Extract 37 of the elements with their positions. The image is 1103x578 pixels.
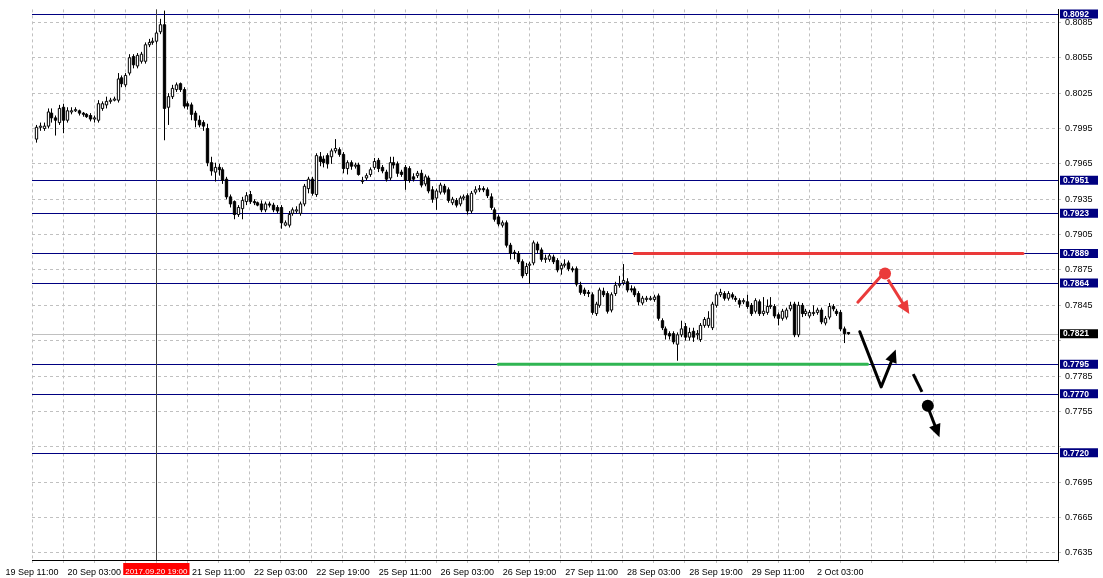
x-tick-label: 29 Sep 11:00 <box>751 566 805 577</box>
x-tick-label: 2 Oct 03:00 <box>817 566 864 577</box>
y-tick-label: 0.8055 <box>1065 52 1093 63</box>
ref-line-label: 0.7864 <box>1063 277 1090 288</box>
y-tick-label: 0.7635 <box>1065 547 1093 558</box>
x-tick-label: 28 Sep 19:00 <box>689 566 743 577</box>
ref-line-label: 0.7821 <box>1063 328 1090 339</box>
x-tick-label: 22 Sep 19:00 <box>316 566 370 577</box>
x-tick-label: 19 Sep 11:00 <box>5 566 59 577</box>
x-tick-label: 2017.09.20 19:00 <box>125 567 189 576</box>
x-tick-label: 26 Sep 19:00 <box>502 566 557 577</box>
ref-line-label: 0.7923 <box>1063 208 1090 219</box>
ref-line-label: 0.7720 <box>1063 447 1090 458</box>
x-tick-label: 27 Sep 11:00 <box>565 566 619 577</box>
ref-line-label: 0.7889 <box>1063 248 1090 259</box>
y-tick-label: 0.7995 <box>1065 122 1093 133</box>
ref-line-label: 0.7795 <box>1063 359 1090 370</box>
x-tick-label: 26 Sep 03:00 <box>440 566 495 577</box>
ref-line-label: 0.7951 <box>1063 175 1090 186</box>
ref-line-label: 0.7770 <box>1063 388 1090 399</box>
y-tick-label: 0.7695 <box>1065 476 1093 487</box>
ref-line-label: 0.8092 <box>1063 8 1090 19</box>
y-tick-label: 0.7905 <box>1065 229 1093 240</box>
x-tick-label: 21 Sep 11:00 <box>192 566 245 577</box>
x-tick-label: 28 Sep 03:00 <box>627 566 681 577</box>
y-tick-label: 0.7665 <box>1065 512 1093 523</box>
x-tick-label: 22 Sep 03:00 <box>253 566 308 577</box>
y-tick-label: 0.8025 <box>1065 87 1093 98</box>
y-tick-label: 0.7785 <box>1065 370 1093 381</box>
x-tick-label: 25 Sep 11:00 <box>378 566 432 577</box>
x-tick-label: 20 Sep 03:00 <box>67 566 121 577</box>
y-tick-label: 0.7755 <box>1065 405 1093 416</box>
y-tick-label: 0.7935 <box>1065 193 1093 204</box>
y-tick-label: 0.7875 <box>1065 264 1093 275</box>
y-tick-label: 0.7845 <box>1065 299 1093 310</box>
y-tick-label: 0.7965 <box>1065 158 1093 169</box>
y-tick-label: 0.8085 <box>1065 16 1093 27</box>
